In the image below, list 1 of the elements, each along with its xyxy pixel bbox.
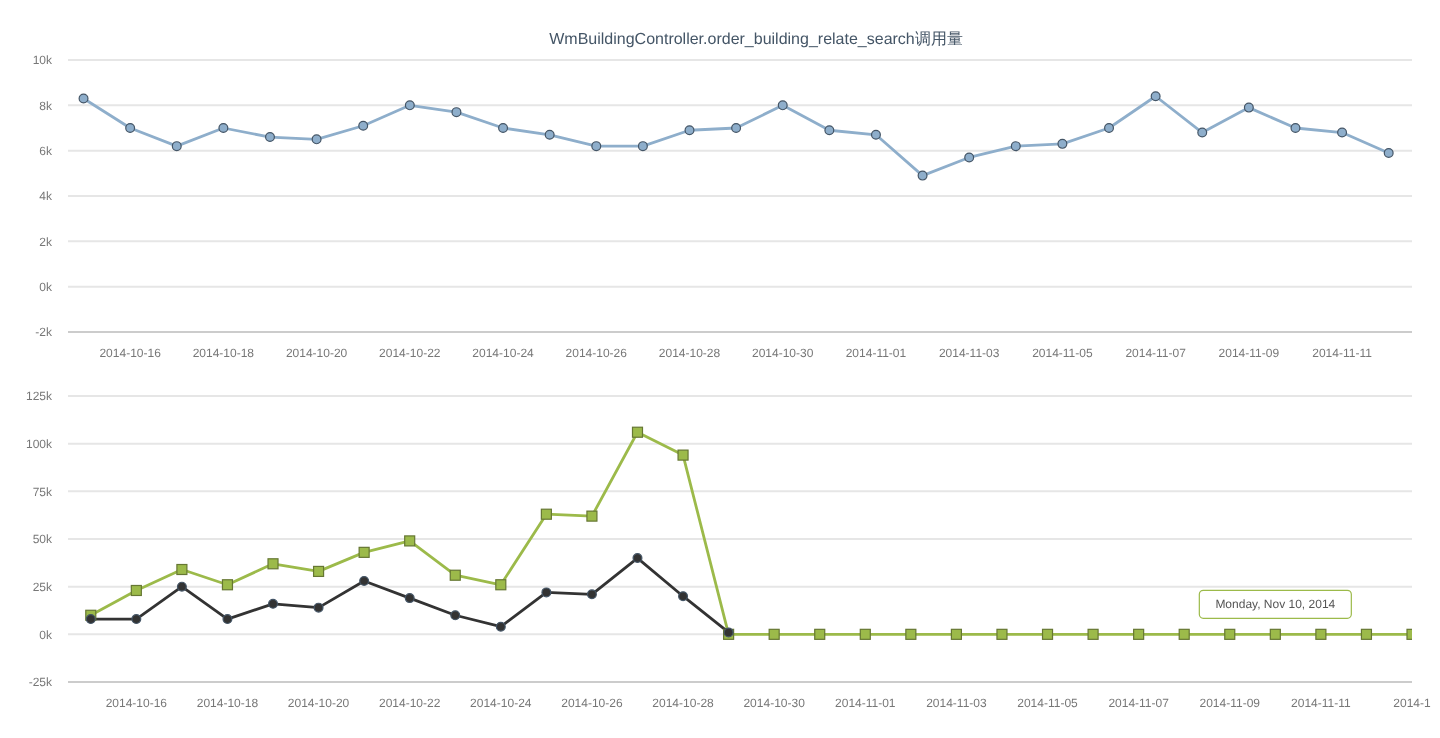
chart-title: WmBuildingController.order_building_relate_search调用量: [549, 30, 963, 48]
